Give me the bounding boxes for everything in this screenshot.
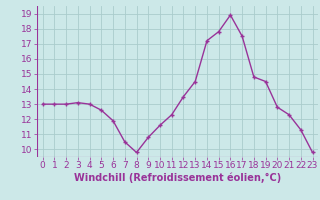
X-axis label: Windchill (Refroidissement éolien,°C): Windchill (Refroidissement éolien,°C) xyxy=(74,173,281,183)
